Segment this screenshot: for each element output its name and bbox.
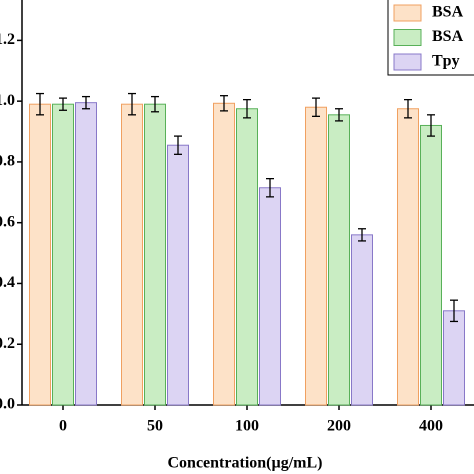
bar [167,144,189,406]
bar [328,114,350,406]
legend-label: BSA [432,4,464,21]
bar [144,103,166,406]
y-tick-label: 0.6 [0,213,15,230]
x-tick-label: 200 [327,418,351,435]
x-tick-label: 100 [235,418,259,435]
y-tick-label: 1.2 [0,31,15,48]
bar [443,310,465,406]
bar [420,124,442,406]
y-tick-label: 0.2 [0,335,15,352]
bar [397,108,419,406]
bar [121,103,143,406]
bar [52,103,74,406]
y-tick-label: 0.8 [0,153,15,170]
legend-swatch [393,29,422,46]
y-tick-label: 0.4 [0,274,15,291]
x-tick-label: 400 [419,418,443,435]
x-tick-label: 0 [59,418,67,435]
legend-label: BSA [432,28,464,45]
legend-swatch [393,4,422,22]
bar [75,102,97,406]
bar [236,108,258,406]
legend-swatch [393,53,422,71]
bar [305,106,327,406]
bar [213,102,235,406]
x-tick-label: 50 [147,418,163,435]
y-tick-label: 0.0 [0,396,15,413]
bar [29,103,51,406]
y-tick-label: 1.0 [0,92,15,109]
x-axis-label: Concentration(µg/mL) [168,455,323,472]
bar [259,187,281,406]
legend-label: Tpy [432,53,460,70]
bar [351,234,373,406]
